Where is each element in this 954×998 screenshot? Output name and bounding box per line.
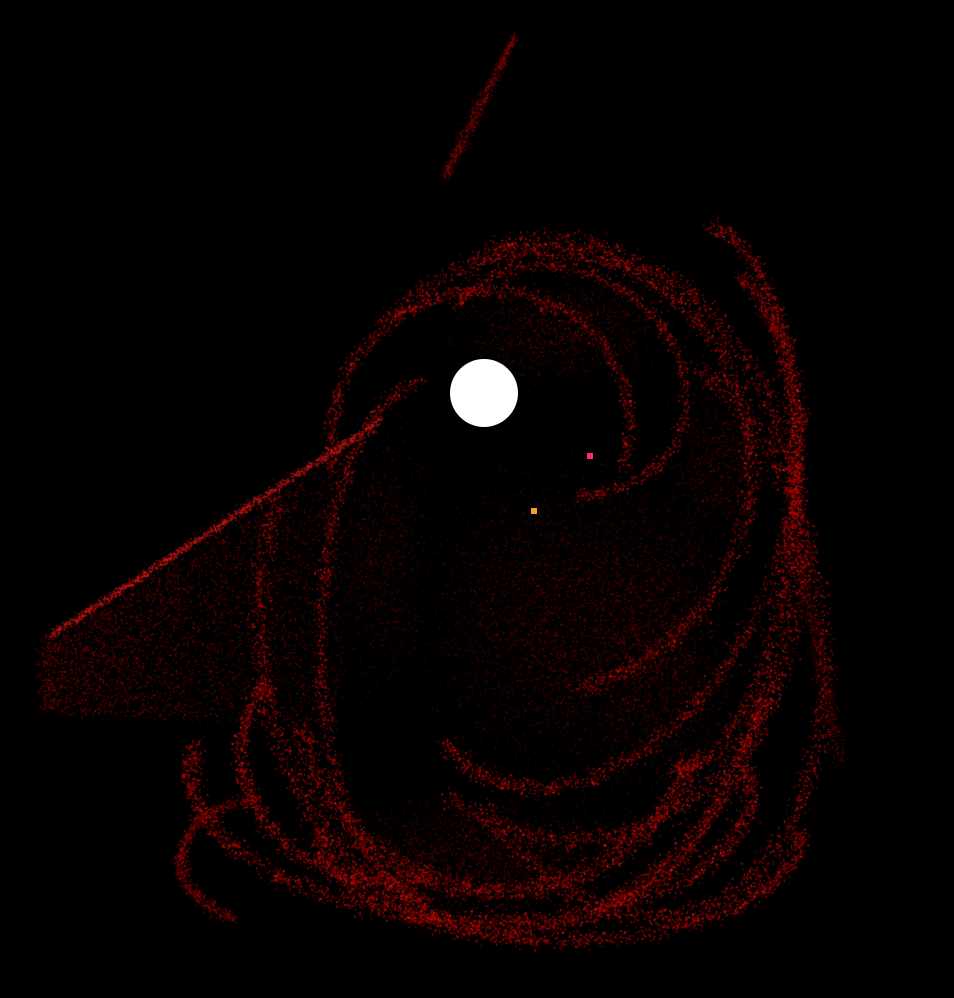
orange-marker-icon bbox=[531, 508, 537, 514]
pink-marker-icon bbox=[587, 453, 593, 459]
white-orb-icon bbox=[450, 359, 518, 427]
